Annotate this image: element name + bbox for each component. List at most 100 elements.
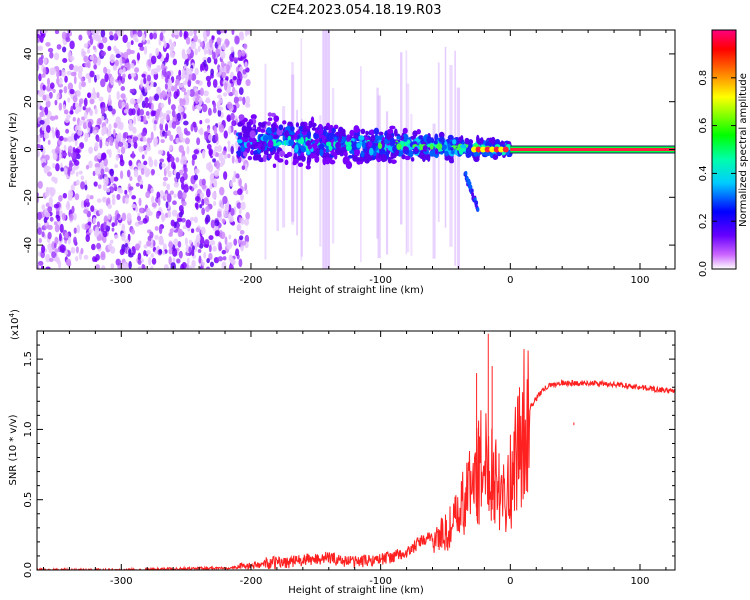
spectrogram-cell: [143, 250, 147, 257]
spectrogram-cell: [131, 88, 135, 94]
spectrogram-cell: [107, 213, 111, 220]
spectrogram-cell: [108, 31, 114, 36]
spectrogram-cell: [203, 46, 207, 56]
spectrogram-cell: [75, 246, 79, 254]
spectrogram-cell: [209, 261, 214, 268]
spectrogram-cell: [64, 117, 70, 123]
spectrogram-cell: [245, 95, 250, 106]
spectrogram-cell: [167, 209, 172, 218]
spectrogram-cell: [67, 82, 74, 91]
x-tick-label: -200: [240, 275, 263, 286]
spectrogram-cell: [203, 59, 207, 68]
spectrogram-cell: [183, 113, 187, 120]
spectrogram-cell: [199, 236, 205, 245]
spectrogram-cell: [122, 195, 126, 204]
spectrogram-cell: [58, 233, 62, 242]
spectrogram-cell: [485, 141, 491, 147]
spectrogram-cell: [83, 55, 89, 63]
spectrogram-cell: [74, 102, 79, 109]
spectrogram-cell: [198, 178, 203, 187]
spectrogram-cell: [115, 116, 121, 125]
spectrogram-cell: [286, 151, 293, 157]
spectrogram-cell: [321, 136, 326, 144]
spectrogram-cell: [57, 83, 64, 88]
spectrogram-cell: [52, 162, 56, 169]
spectrogram-cell: [146, 137, 153, 144]
spectrogram-cell: [228, 234, 232, 240]
spectrogram-cell: [47, 139, 51, 146]
spectrogram-cell: [54, 30, 60, 35]
spectrogram-cell: [109, 168, 115, 177]
spectrogram-streak: [410, 113, 413, 256]
spectrogram-cell: [433, 140, 438, 145]
spectrogram-cell: [278, 150, 286, 157]
spectrogram-cell: [167, 96, 171, 106]
spectrogram-cell: [96, 136, 100, 143]
spectrogram-cell: [159, 122, 164, 131]
spectrogram-cell: [120, 85, 126, 91]
spectrogram-cell: [217, 109, 222, 117]
spectrogram-cell: [190, 123, 194, 132]
spectrogram-cell: [59, 135, 64, 141]
spectrogram-cell: [88, 160, 93, 169]
spectrogram-cell: [67, 145, 73, 153]
spectrogram-cell: [173, 91, 179, 100]
spectrogram-cell: [220, 30, 225, 34]
spectrogram-cell: [131, 108, 136, 116]
spectrogram-cell: [130, 40, 134, 46]
spectrogram-cell: [112, 216, 116, 221]
spectrogram-cell: [41, 231, 45, 238]
spectrogram-cell: [195, 79, 200, 85]
spectrogram-cell: [225, 76, 229, 81]
spectrogram-cell: [188, 68, 194, 73]
spectrogram-cell: [196, 137, 201, 146]
spectrogram-cell: [100, 152, 106, 161]
spectrogram-cell: [215, 160, 220, 169]
spectrogram-cell: [83, 209, 89, 214]
spectrogram-cell: [83, 254, 89, 260]
spectrogram-cell: [103, 157, 108, 167]
spectrogram-cell: [73, 227, 77, 234]
spectrogram-cell: [193, 216, 198, 224]
spectrogram-cell: [130, 72, 137, 78]
spectrogram-cell: [95, 264, 100, 269]
spectrogram-cell: [111, 222, 115, 228]
spectrogram-cell: [168, 79, 173, 89]
spectrogram-streak: [456, 87, 461, 269]
spectrogram-cell: [138, 197, 142, 207]
spectrogram-cell: [140, 167, 145, 175]
spectrogram-cell: [199, 203, 203, 209]
spectrogram-cell: [353, 125, 360, 134]
spectrogram-cell: [67, 97, 71, 103]
spectrogram-cell: [47, 47, 54, 53]
spectrogram-cell: [125, 141, 129, 149]
spectrogram-cell: [44, 212, 51, 218]
spectrogram-streak: [282, 106, 286, 228]
spectrogram-cell: [476, 134, 480, 144]
spectrogram-cell: [232, 176, 236, 183]
spectrogram-y-label: Frequency (Hz): [8, 112, 19, 188]
spectrogram-cell: [81, 116, 86, 121]
spectrogram-cell: [464, 171, 468, 176]
spectrogram-cell: [175, 171, 181, 180]
spectrogram-cell: [181, 261, 187, 269]
spectrogram-cell: [78, 34, 83, 41]
spectrogram-cell: [188, 246, 193, 253]
spectrogram-cell: [101, 36, 108, 44]
spectrogram-cell: [172, 257, 176, 263]
spectrogram-cell: [213, 178, 217, 187]
snr-frame: [36, 330, 676, 571]
spectrogram-cell: [100, 51, 107, 57]
spectrogram-cell: [119, 248, 125, 256]
spectrogram-cell: [71, 205, 75, 214]
spectrogram-cell: [182, 150, 186, 156]
spectrogram-cell: [229, 180, 233, 187]
spectrogram-cell: [166, 70, 171, 78]
spectrogram-cell: [37, 211, 42, 221]
spectrogram-cell: [376, 157, 382, 162]
spectrogram-cell: [167, 91, 172, 99]
spectrogram-cell: [45, 100, 51, 108]
spectrogram-cell: [235, 248, 240, 257]
spectrogram-cell: [69, 160, 73, 165]
